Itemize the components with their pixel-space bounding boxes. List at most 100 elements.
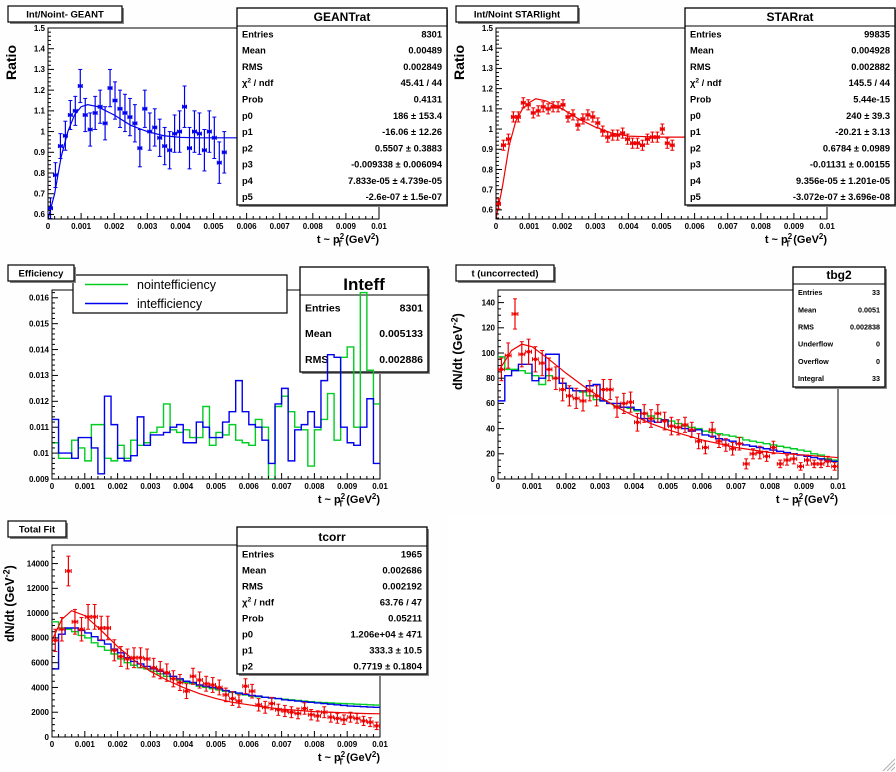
svg-text:1: 1: [489, 125, 494, 134]
window-resize-grip[interactable]: [879, 755, 895, 771]
svg-text:0.005: 0.005: [206, 740, 227, 749]
stats-box-tbg2: tbg2 Entries 33 Mean 0.0051 RMS 0.002838 Underf…: [792, 266, 887, 389]
svg-text:t ~ p2T (GeV2): t ~ p2 T (GeV2): [776, 492, 838, 508]
pad-title-text: t (uncorrected): [471, 269, 538, 280]
svg-text:0.9: 0.9: [482, 145, 494, 154]
x-axis: 0 0.001 0.002 0.003 0.004 0.005 0.006 0.007 0.00…: [494, 213, 835, 231]
svg-text:1.5: 1.5: [482, 24, 494, 33]
series-layer: [52, 555, 380, 731]
stats-row-value: 0.0051: [858, 305, 880, 314]
svg-text:0.011: 0.011: [29, 423, 49, 432]
svg-text:0.01: 0.01: [372, 482, 388, 491]
svg-text:0.6: 0.6: [482, 206, 494, 215]
svg-text:0: 0: [45, 733, 50, 742]
svg-text:0: 0: [50, 482, 55, 491]
x-axis-title: t ~ p2 T (GeV2): [765, 232, 827, 248]
svg-text:60: 60: [486, 399, 495, 408]
stats-row-value: 0.005133: [379, 328, 423, 340]
pad-title-text: Int/Noint STARlight: [474, 10, 561, 21]
stats-title: tcorr: [318, 530, 346, 544]
stats-row-label: Entries: [242, 549, 274, 560]
y-axis: 0.6 0.7 0.8 0.9 1 1.1 1.2 1.3 1.4 1.5: [482, 24, 502, 219]
stats-row-value: 0.6784 ± 0.0989: [823, 143, 890, 153]
svg-text:0.009: 0.009: [337, 740, 358, 749]
stats-row-label: Mean: [242, 46, 266, 56]
starlight-ratio-points: [496, 97, 675, 210]
svg-text:0: 0: [491, 475, 496, 484]
svg-text:20: 20: [486, 450, 495, 459]
stats-row-value: 0.002886: [379, 354, 423, 366]
svg-text:dN/dt (GeV-2): dN/dt (GeV-2): [1, 565, 17, 642]
svg-text:0.009: 0.009: [336, 222, 357, 231]
stats-row-label: Entries: [305, 303, 341, 315]
svg-text:0.002: 0.002: [556, 482, 577, 491]
svg-text:0.007: 0.007: [272, 740, 293, 749]
svg-text:1.2: 1.2: [482, 84, 494, 93]
pad-title: t (uncorrected): [455, 264, 556, 283]
stats-row-label: p1: [242, 645, 254, 656]
y-axis-title: Ratio: [3, 45, 19, 80]
svg-text:100: 100: [482, 349, 496, 358]
svg-text:0: 0: [50, 740, 55, 749]
resize-grip-icon: [882, 758, 895, 771]
svg-text:1.4: 1.4: [34, 45, 46, 54]
stats-row-value: 0.002686: [382, 565, 422, 576]
stats-row-value: 240 ± 39.3: [846, 111, 890, 121]
stats-row-label: Mean: [242, 565, 266, 576]
y-axis: 0 2000 4000 6000 8000 10000 12000 14000: [27, 544, 58, 742]
svg-text:0.001: 0.001: [522, 482, 543, 491]
pad-title-text: Total Fit: [19, 525, 56, 536]
chart-starlight-ratio: 0 0.001 0.002 0.003 0.004 0.005 0.006 0.007 0.00…: [448, 0, 896, 258]
chart-t-uncorrected: 0 0.001 0.002 0.003 0.004 0.005 0.006 0.007 0.00…: [448, 257, 896, 515]
stats-row-value: 0.002849: [403, 62, 442, 72]
stats-row-label: Entries: [690, 29, 722, 39]
stats-row-label: p2: [242, 661, 253, 672]
svg-text:0.004: 0.004: [173, 740, 194, 749]
stats-row-label: Underflow: [798, 340, 834, 349]
svg-text:0.001: 0.001: [75, 740, 96, 749]
svg-text:2000: 2000: [31, 708, 49, 717]
stats-row-value: -16.06 ± 12.26: [382, 127, 442, 137]
stats-row-value: 0: [876, 357, 880, 366]
svg-text:0.01: 0.01: [830, 482, 846, 491]
y-axis-title: dN/dt (GeV-2): [1, 565, 17, 642]
geant-ratio-points: [48, 68, 227, 219]
stats-row-label: Prob: [242, 94, 263, 104]
svg-text:80: 80: [486, 374, 495, 383]
total-fit-data-points: [52, 555, 380, 731]
stats-row-value: 1965: [401, 549, 423, 560]
svg-text:14000: 14000: [27, 559, 50, 568]
stats-row-value: 33: [872, 288, 880, 297]
stats-row-label: p1: [690, 127, 701, 137]
pad-int-noint-starlight: 0 0.001 0.002 0.003 0.004 0.005 0.006 0.007 0.00…: [448, 0, 896, 258]
y-axis: 0 20 40 60 80 100 120 140: [482, 289, 504, 484]
plot-frame: [497, 289, 839, 480]
pad-title: Total Fit: [7, 520, 68, 539]
stats-row-value: 63.76 / 47: [380, 597, 422, 608]
svg-text:0.009: 0.009: [784, 222, 805, 231]
stats-row-value: 99835: [864, 29, 890, 39]
x-axis: 0 0.001 0.002 0.003 0.004 0.005 0.006 0.007 0.00…: [50, 731, 388, 749]
svg-text:0.005: 0.005: [206, 482, 227, 491]
svg-text:0.001: 0.001: [71, 222, 92, 231]
pad-total-fit: 0 0.001 0.002 0.003 0.004 0.005 0.006 0.007 0.00…: [0, 514, 448, 772]
stats-title: tbg2: [826, 268, 852, 282]
stats-row-label: RMS: [305, 354, 328, 366]
stats-row-label: RMS: [798, 322, 814, 331]
geant-fit-curve: [48, 104, 379, 219]
stats-row-label: Mean: [305, 328, 332, 340]
x-axis: 0 0.001 0.002 0.003 0.004 0.005 0.006 0.007 0.00…: [50, 473, 388, 491]
series-layer: [52, 291, 380, 479]
svg-text:0.004: 0.004: [170, 222, 191, 231]
pad-title: Int/Noint- GEANT: [7, 5, 124, 24]
svg-text:0.002: 0.002: [108, 740, 129, 749]
svg-text:0.001: 0.001: [75, 482, 96, 491]
x-axis-title: t ~ p2 T (GeV2): [318, 750, 380, 766]
stats-row-label: p4: [690, 176, 702, 186]
stats-row-value: 0: [876, 340, 880, 349]
stats-row-label: p5: [242, 192, 253, 202]
svg-text:0.008: 0.008: [303, 222, 324, 231]
stats-row-value: 0.00489: [408, 46, 442, 56]
svg-text:0.005: 0.005: [658, 482, 679, 491]
stats-row-label: p3: [690, 160, 701, 170]
